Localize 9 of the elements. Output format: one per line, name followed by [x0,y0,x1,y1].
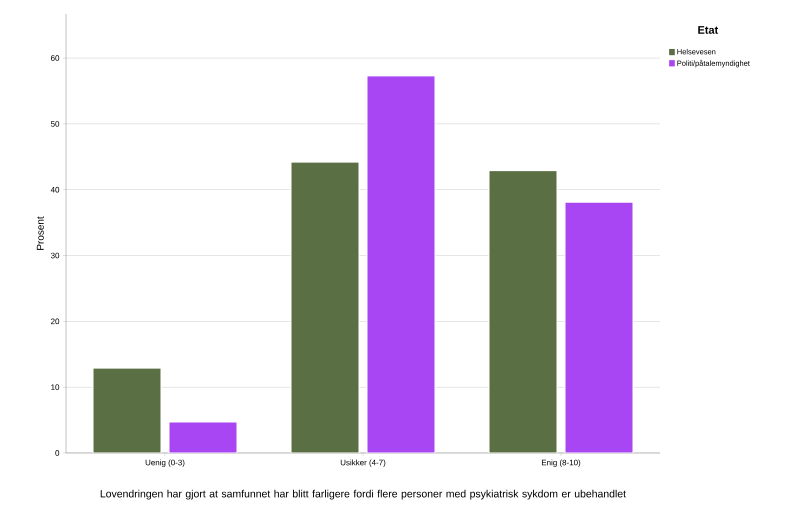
bar [366,75,436,453]
bar [290,162,360,453]
bar [564,202,634,453]
x-axis-title: Lovendringen har gjort at samfunnet har blitt farligere fordi flere personer med psykiatrisk sykdom er ubehandlet [100,490,626,500]
bar [92,368,162,453]
bar [168,422,238,453]
y-axis-title: Prosent [36,216,44,250]
legend-title: Etat [698,26,718,34]
bar [488,170,558,453]
